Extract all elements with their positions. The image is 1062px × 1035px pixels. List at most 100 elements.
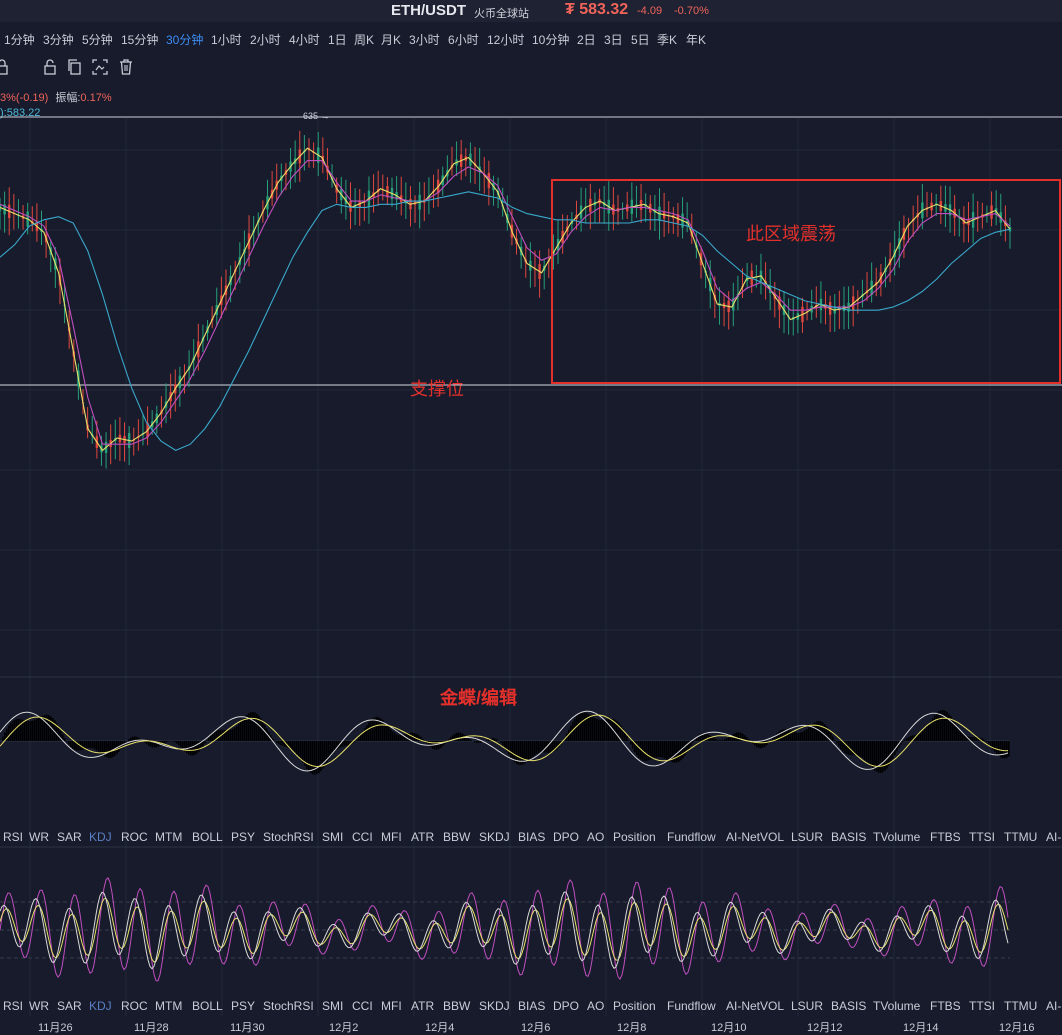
indicator-tab-tvolume[interactable]: TVolume xyxy=(873,830,920,844)
period-tab-19[interactable]: 年K xyxy=(686,31,706,48)
unlock-icon[interactable] xyxy=(42,58,58,76)
period-tab-0[interactable]: 1分钟 xyxy=(4,31,35,48)
period-tab-12[interactable]: 6小时 xyxy=(448,31,479,48)
indicator-tab-dpo[interactable]: DPO xyxy=(553,999,579,1013)
trash-icon[interactable] xyxy=(118,58,134,76)
indicator-tab-mfi[interactable]: MFI xyxy=(381,830,402,844)
indicator-tab-wr[interactable]: WR xyxy=(29,830,49,844)
indicator-tab-kdj[interactable]: KDJ xyxy=(89,830,112,844)
indicator-tab-fundflow[interactable]: Fundflow xyxy=(667,830,716,844)
candle-body xyxy=(594,202,596,205)
indicator-tab-mtm[interactable]: MTM xyxy=(155,999,182,1013)
indicator-tab-bias[interactable]: BIAS xyxy=(518,830,545,844)
candle-body xyxy=(644,204,646,207)
indicator-tab-roc[interactable]: ROC xyxy=(121,830,148,844)
indicator-tab-smi[interactable]: SMI xyxy=(322,830,343,844)
indicator-tab-mfi[interactable]: MFI xyxy=(381,999,402,1013)
indicator-tab-sar[interactable]: SAR xyxy=(57,999,82,1013)
indicator-tab-skdj[interactable]: SKDJ xyxy=(479,999,510,1013)
period-tab-5[interactable]: 1小时 xyxy=(211,31,242,48)
osc-bar xyxy=(130,738,132,741)
indicator-tab-tvolume[interactable]: TVolume xyxy=(873,999,920,1013)
period-tab-4[interactable]: 30分钟 xyxy=(166,31,203,48)
osc-bar xyxy=(622,728,624,741)
period-tab-17[interactable]: 5日 xyxy=(631,31,650,48)
indicator-tab-stochrsi[interactable]: StochRSI xyxy=(263,999,314,1013)
indicator-tab-ftbs[interactable]: FTBS xyxy=(930,999,961,1013)
indicator-tab-skdj[interactable]: SKDJ xyxy=(479,830,510,844)
indicator-tab-ai-[interactable]: AI- xyxy=(1046,830,1061,844)
osc-bar xyxy=(612,719,614,741)
indicator-tab-position[interactable]: Position xyxy=(613,830,656,844)
period-tab-8[interactable]: 1日 xyxy=(328,31,347,48)
indicator-tab-psy[interactable]: PSY xyxy=(231,830,255,844)
copy-icon[interactable] xyxy=(66,58,82,76)
osc-bar xyxy=(252,712,254,741)
indicator-tab-ai-[interactable]: AI- xyxy=(1046,999,1061,1013)
indicator-tab-mtm[interactable]: MTM xyxy=(155,830,182,844)
indicator-tab-wr[interactable]: WR xyxy=(29,999,49,1013)
screenshot-icon[interactable] xyxy=(92,58,108,76)
period-tab-14[interactable]: 10分钟 xyxy=(532,31,569,48)
indicator-tab-cci[interactable]: CCI xyxy=(352,999,373,1013)
indicator-tab-atr[interactable]: ATR xyxy=(411,830,434,844)
period-tab-6[interactable]: 2小时 xyxy=(250,31,281,48)
period-tab-15[interactable]: 2日 xyxy=(577,31,596,48)
indicator-tab-ao[interactable]: AO xyxy=(587,999,604,1013)
period-tab-13[interactable]: 12小时 xyxy=(487,31,524,48)
indicator-tab-bbw[interactable]: BBW xyxy=(443,830,470,844)
candle-body xyxy=(506,214,508,223)
period-tab-11[interactable]: 3小时 xyxy=(409,31,440,48)
period-tab-18[interactable]: 季K xyxy=(657,31,677,48)
indicator-tab-ao[interactable]: AO xyxy=(587,830,604,844)
period-tab-7[interactable]: 4小时 xyxy=(289,31,320,48)
indicator-tab-basis[interactable]: BASIS xyxy=(831,999,866,1013)
indicator-tab-ttsi[interactable]: TTSI xyxy=(969,830,995,844)
indicator-tab-roc[interactable]: ROC xyxy=(121,999,148,1013)
indicator-tab-ftbs[interactable]: FTBS xyxy=(930,830,961,844)
indicator-tab-rsi[interactable]: RSI xyxy=(3,999,23,1013)
period-tab-1[interactable]: 3分钟 xyxy=(43,31,74,48)
indicator-tab-psy[interactable]: PSY xyxy=(231,999,255,1013)
indicator-tab-ai-netvol[interactable]: AI-NetVOL xyxy=(726,830,784,844)
indicator-tab-rsi[interactable]: RSI xyxy=(3,830,23,844)
indicator-tab-ttmu[interactable]: TTMU xyxy=(1004,999,1037,1013)
indicator-tab-ai-netvol[interactable]: AI-NetVOL xyxy=(726,999,784,1013)
indicator-tab-boll[interactable]: BOLL xyxy=(192,830,223,844)
indicator-tab-stochrsi[interactable]: StochRSI xyxy=(263,830,314,844)
indicator-tab-lsur[interactable]: LSUR xyxy=(791,999,823,1013)
osc-bar xyxy=(958,728,960,741)
indicator-tab-sar[interactable]: SAR xyxy=(57,830,82,844)
candle-body xyxy=(672,215,674,218)
candle-body xyxy=(312,152,314,153)
indicator-tab-ttsi[interactable]: TTSI xyxy=(969,999,995,1013)
indicator-tab-bias[interactable]: BIAS xyxy=(518,999,545,1013)
osc-bar xyxy=(590,715,592,741)
period-tab-2[interactable]: 5分钟 xyxy=(82,31,113,48)
date-label: 12月10 xyxy=(711,1019,746,1035)
period-tab-9[interactable]: 周K xyxy=(354,31,374,48)
period-tab-3[interactable]: 15分钟 xyxy=(121,31,158,48)
indicator-tab-dpo[interactable]: DPO xyxy=(553,830,579,844)
lock-icon[interactable] xyxy=(0,58,10,76)
indicator-tab-kdj[interactable]: KDJ xyxy=(89,999,112,1013)
osc-bar xyxy=(228,730,230,741)
indicator-tab-bbw[interactable]: BBW xyxy=(443,999,470,1013)
pair-title[interactable]: ETH/USDT xyxy=(391,2,466,19)
indicator-tab-ttmu[interactable]: TTMU xyxy=(1004,830,1037,844)
period-tab-16[interactable]: 3日 xyxy=(604,31,623,48)
indicator-tab-smi[interactable]: SMI xyxy=(322,999,343,1013)
candle-body xyxy=(82,402,84,403)
indicator-tab-fundflow[interactable]: Fundflow xyxy=(667,999,716,1013)
indicator-tab-atr[interactable]: ATR xyxy=(411,999,434,1013)
candle-body xyxy=(17,215,19,216)
indicator-tab-basis[interactable]: BASIS xyxy=(831,830,866,844)
indicator-tab-boll[interactable]: BOLL xyxy=(192,999,223,1013)
period-tab-10[interactable]: 月K xyxy=(381,31,401,48)
indicator-tab-cci[interactable]: CCI xyxy=(352,830,373,844)
sub-annotation: 金蝶/编辑 xyxy=(440,684,517,710)
indicator-tab-position[interactable]: Position xyxy=(613,999,656,1013)
osc-bar xyxy=(722,740,724,741)
indicator-tab-lsur[interactable]: LSUR xyxy=(791,830,823,844)
